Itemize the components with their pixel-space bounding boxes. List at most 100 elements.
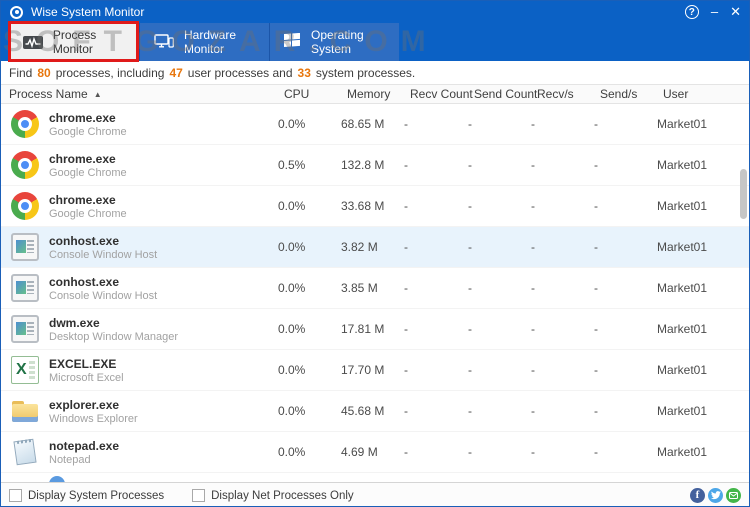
- summary-text: user processes and: [187, 65, 293, 80]
- send-count-value: -: [468, 281, 472, 295]
- send-s-value: -: [594, 445, 598, 459]
- process-name: notepad.exe: [49, 438, 120, 453]
- help-button[interactable]: ?: [684, 5, 699, 19]
- process-name: chrome.exe: [49, 151, 116, 166]
- process-description: Microsoft Excel: [49, 371, 124, 384]
- window-title: Wise System Monitor: [31, 5, 145, 19]
- table-row[interactable]: conhost.exe Console Window Host 0.0% 3.8…: [1, 227, 749, 268]
- tab-label: Hardware Monitor: [184, 28, 237, 56]
- cpu-value: 0.5%: [278, 158, 306, 172]
- column-header-user[interactable]: User: [663, 87, 689, 101]
- send-s-value: -: [594, 199, 598, 213]
- recv-count-value: -: [404, 117, 408, 131]
- send-count-value: -: [468, 158, 472, 172]
- column-header-recv-s[interactable]: Recv/s: [537, 87, 574, 101]
- recv-s-value: -: [531, 240, 535, 254]
- send-count-value: -: [468, 363, 472, 377]
- recv-s-value: -: [531, 281, 535, 295]
- recv-s-value: -: [531, 363, 535, 377]
- user-value: Market01: [657, 240, 708, 254]
- process-description: Google Chrome: [49, 207, 127, 220]
- chrome-icon: [11, 192, 39, 220]
- column-header-memory[interactable]: Memory: [347, 87, 391, 101]
- tab-operating-system[interactable]: Operating System: [269, 23, 399, 61]
- title-bar: Wise System Monitor ? – ✕: [1, 1, 749, 23]
- vertical-scrollbar-thumb[interactable]: [740, 169, 747, 219]
- recv-count-value: -: [404, 158, 408, 172]
- table-row[interactable]: chrome.exe Google Chrome 0.5% 132.8 M - …: [1, 145, 749, 186]
- cpu-value: 0.0%: [278, 240, 306, 254]
- summary-text: processes, including: [55, 65, 165, 80]
- column-header-send-count[interactable]: Send Count: [474, 87, 538, 101]
- table-row[interactable]: EXCEL.EXE Microsoft Excel 0.0% 17.70 M -…: [1, 350, 749, 391]
- twitter-icon[interactable]: [708, 488, 723, 503]
- display-net-processes-checkbox[interactable]: [192, 489, 206, 502]
- app-logo-icon: [10, 5, 23, 19]
- table-row[interactable]: dwm.exe Desktop Window Manager 0.0% 17.8…: [1, 309, 749, 350]
- folder-icon: [11, 397, 39, 425]
- send-count-value: -: [468, 404, 472, 418]
- process-description: Windows Explorer: [49, 412, 138, 425]
- table-row[interactable]: notepad.exe Notepad 0.0% 4.69 M - - - - …: [1, 432, 749, 473]
- windows-icon: [284, 32, 301, 51]
- cpu-value: 0.0%: [278, 363, 306, 377]
- process-summary: Find 80 processes, including 47 user pro…: [1, 61, 749, 84]
- memory-value: 17.81 M: [341, 322, 385, 336]
- tab-process-monitor[interactable]: Process Monitor: [8, 21, 139, 62]
- table-row[interactable]: conhost.exe Console Window Host 0.0% 3.8…: [1, 268, 749, 309]
- facebook-icon[interactable]: f: [690, 488, 705, 503]
- close-button[interactable]: ✕: [730, 4, 741, 19]
- user-value: Market01: [657, 199, 708, 213]
- send-count-value: -: [468, 322, 472, 336]
- email-icon[interactable]: [726, 488, 741, 503]
- checkbox-label: Display System Processes: [28, 489, 165, 502]
- memory-value: 33.68 M: [341, 199, 385, 213]
- recv-count-value: -: [404, 404, 408, 418]
- recv-count-value: -: [404, 240, 408, 254]
- process-description: Console Window Host: [49, 289, 158, 302]
- column-header-cpu[interactable]: CPU: [284, 87, 310, 101]
- recv-s-value: -: [531, 322, 535, 336]
- cpu-value: 0.0%: [278, 322, 306, 336]
- process-description: Desktop Window Manager: [49, 330, 179, 343]
- display-system-processes-option[interactable]: Display System Processes: [9, 489, 164, 502]
- recv-s-value: -: [531, 117, 535, 131]
- chrome-icon: [11, 110, 39, 138]
- summary-text: Find: [9, 65, 33, 80]
- column-header-process-name[interactable]: Process Name ▲: [9, 87, 102, 101]
- user-value: Market01: [657, 322, 708, 336]
- column-header-recv-count[interactable]: Recv Count: [410, 87, 473, 101]
- system-process-count: 33: [297, 65, 311, 80]
- send-count-value: -: [468, 199, 472, 213]
- user-value: Market01: [657, 281, 708, 295]
- send-s-value: -: [594, 117, 598, 131]
- recv-s-value: -: [531, 199, 535, 213]
- total-process-count: 80: [37, 65, 51, 80]
- process-description: Google Chrome: [49, 166, 127, 179]
- checkbox-label: Display Net Processes Only: [211, 489, 354, 502]
- excel-icon: [11, 356, 39, 384]
- process-name: conhost.exe: [49, 233, 120, 248]
- send-s-value: -: [594, 322, 598, 336]
- table-row[interactable]: chrome.exe Google Chrome 0.0% 68.65 M - …: [1, 104, 749, 145]
- pulse-icon: [23, 35, 43, 49]
- send-s-value: -: [594, 158, 598, 172]
- recv-count-value: -: [404, 445, 408, 459]
- memory-value: 45.68 M: [341, 404, 385, 418]
- cpu-value: 0.0%: [278, 117, 306, 131]
- notepad-icon: [11, 438, 39, 466]
- minimize-button[interactable]: –: [710, 4, 719, 19]
- cpu-value: 0.0%: [278, 445, 306, 459]
- column-header-send-s[interactable]: Send/s: [600, 87, 638, 101]
- user-process-count: 47: [169, 65, 183, 80]
- memory-value: 132.8 M: [341, 158, 385, 172]
- monitor-icon: [154, 33, 174, 51]
- display-net-processes-option[interactable]: Display Net Processes Only: [192, 489, 354, 502]
- process-description: Google Chrome: [49, 125, 127, 138]
- table-row[interactable]: explorer.exe Windows Explorer 0.0% 45.68…: [1, 391, 749, 432]
- table-row[interactable]: chrome.exe Google Chrome 0.0% 33.68 M - …: [1, 186, 749, 227]
- display-system-processes-checkbox[interactable]: [9, 489, 22, 502]
- user-value: Market01: [657, 363, 708, 377]
- tab-hardware-monitor[interactable]: Hardware Monitor: [139, 23, 269, 61]
